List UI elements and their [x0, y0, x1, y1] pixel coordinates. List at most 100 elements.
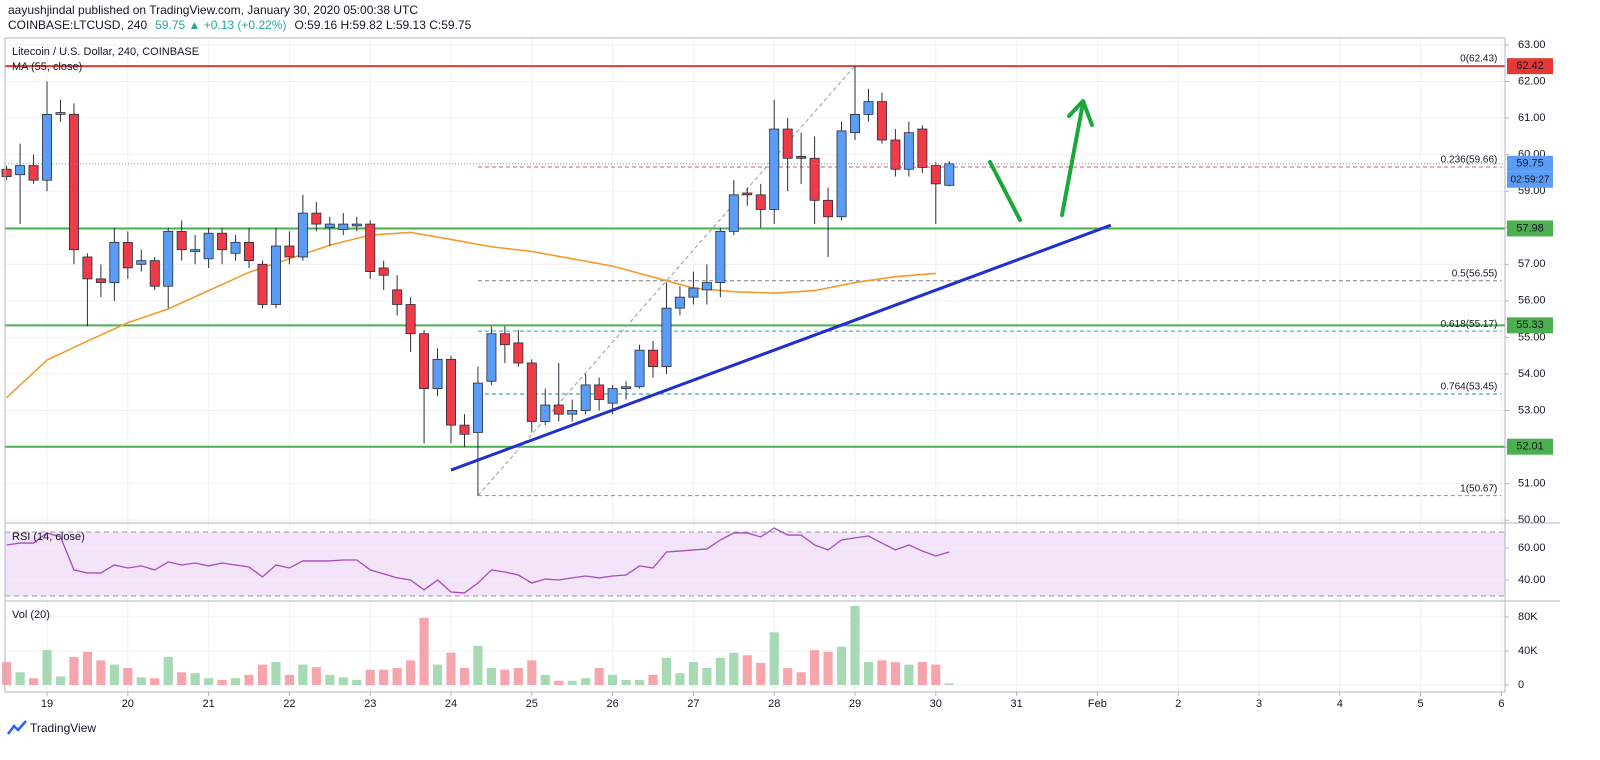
candle-body [701, 282, 712, 291]
volume-bar [257, 664, 268, 686]
volume-bar [634, 679, 645, 686]
y-tick-label: 60.00 [1518, 542, 1546, 554]
candle-body [863, 101, 874, 115]
volume-bar [783, 668, 793, 686]
volume-bar [82, 651, 92, 686]
x-tick-label: 2 [1175, 698, 1181, 710]
x-tick-label: 26 [606, 698, 618, 710]
candle-body [648, 349, 658, 368]
fib-label: 0.5(56.55) [1452, 268, 1498, 279]
volume-bar [823, 651, 833, 686]
candle-body [419, 333, 430, 389]
candle-body [540, 404, 551, 422]
brand-icon [7, 720, 27, 735]
candle-body [634, 349, 645, 388]
candle-body [324, 223, 335, 229]
volume-bar [392, 668, 402, 686]
arrows [988, 99, 1094, 222]
x-tick-label: 24 [445, 698, 457, 710]
candle-body [876, 101, 887, 141]
volume-bar [352, 679, 362, 686]
candle-body [217, 232, 228, 251]
candle-body [82, 256, 93, 280]
candle-body [526, 362, 537, 422]
volume-bar [567, 680, 577, 686]
x-tick-label: 6 [1498, 698, 1504, 710]
brand-logo: TradingView [7, 720, 96, 735]
volume-bar [69, 656, 79, 686]
volume-bar [284, 674, 294, 686]
candle-body [796, 156, 807, 159]
candle-body [136, 260, 147, 265]
volume-bar [486, 668, 496, 686]
candle-body [28, 165, 39, 181]
volume-bar [554, 680, 564, 686]
brand: TradingView [30, 721, 96, 735]
fib-label: 0.764(53.45) [1441, 382, 1498, 393]
volume-bar [109, 664, 119, 686]
level-box [1507, 58, 1553, 75]
candle-body [203, 232, 214, 260]
fib-label: 1(50.67) [1460, 483, 1497, 494]
candle-body [499, 333, 510, 346]
volume-bar [904, 664, 914, 686]
candle-body [903, 132, 914, 170]
fib-label: 0.618(55.17) [1441, 319, 1498, 330]
volume-bar [850, 605, 860, 686]
candle-body [836, 130, 847, 218]
y-tick-label: 56.00 [1518, 295, 1546, 307]
fib-label: 0.236(59.66) [1441, 155, 1498, 166]
volume-bar [527, 660, 537, 686]
arrow-up [1060, 101, 1085, 217]
volume-bar [177, 672, 187, 686]
volume-bar [890, 662, 900, 686]
volume-bar [810, 650, 820, 686]
level-box [1507, 317, 1553, 334]
y-tick-label: 0 [1518, 679, 1524, 691]
volume-bar [325, 674, 335, 686]
y-tick-label: 80K [1518, 611, 1538, 623]
volume-bar [96, 660, 106, 686]
volume-bar [756, 662, 766, 686]
candle-body [459, 424, 470, 435]
volume-bar [271, 662, 281, 686]
volume-bar [877, 660, 887, 686]
volume-bar [406, 660, 416, 686]
volume-bar [55, 676, 66, 686]
trendline [450, 223, 1112, 472]
candle-body [782, 128, 793, 159]
volume-bar [217, 679, 227, 686]
x-tick-label: 31 [1010, 698, 1022, 710]
candle-body [68, 114, 79, 251]
rsi-legend: RSI (14, close) [12, 531, 85, 543]
volume-bar [608, 674, 618, 686]
candle-body [661, 307, 672, 368]
publisher: aayushjindal published on TradingView.co… [8, 3, 418, 17]
candle-body [1, 168, 12, 177]
candle-body [890, 139, 901, 170]
candle-body [405, 304, 416, 335]
candle-body [42, 114, 52, 181]
level-label: 62.42 [1516, 60, 1544, 72]
volume-bar [28, 678, 39, 686]
x-tick-label: 21 [202, 698, 214, 710]
candle-body [769, 128, 780, 210]
candle-body [149, 260, 160, 287]
y-tick-label: 61.00 [1518, 112, 1546, 124]
volume-bar [769, 632, 779, 686]
candle-body [122, 241, 133, 269]
volume-bar [863, 662, 874, 686]
volume-bar [513, 668, 523, 686]
volume-bar [432, 664, 443, 686]
y-tick-label: 51.00 [1518, 478, 1546, 490]
candle-body [580, 384, 591, 411]
y-tick-label: 54.00 [1518, 368, 1546, 380]
x-tick-label: 4 [1337, 698, 1343, 710]
x-tick-label: 20 [122, 698, 134, 710]
volume-bar [190, 673, 200, 686]
fib-label: 0(62.43) [1460, 53, 1497, 64]
y-tick-label: 40K [1518, 645, 1538, 657]
level-label: 57.98 [1516, 222, 1544, 234]
volume-bar [163, 656, 173, 686]
